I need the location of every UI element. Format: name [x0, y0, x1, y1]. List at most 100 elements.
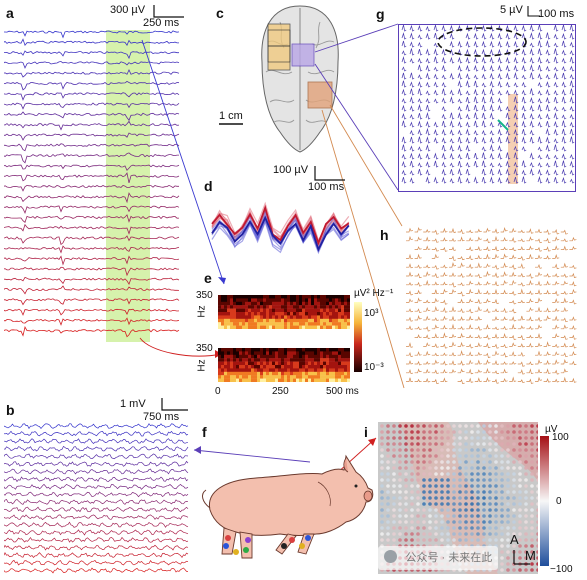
panel-g-label: g [376, 6, 385, 22]
panel-e-colorbar-top: 10³ [364, 308, 379, 319]
panel-d-average-traces [211, 201, 350, 255]
panel-a-trace [4, 285, 180, 295]
panel-e-colorbar-label: µV² Hz⁻¹ [354, 288, 394, 299]
panel-a-trace [4, 184, 179, 192]
panel-b-trace [4, 498, 189, 505]
panel-b-trace [4, 514, 189, 521]
panel-g-scale-time: 100 ms [538, 8, 575, 20]
panel-e-ylabel-1: Hz [196, 305, 208, 318]
panel-b-trace [4, 536, 189, 543]
panel-b-trace [4, 445, 189, 452]
panel-e-ylabel-2: Hz [196, 359, 208, 372]
panel-b-trace [4, 460, 189, 467]
panel-e-ytick-top-2: 350 [196, 343, 213, 354]
panel-a-scale-time: 250 ms [143, 17, 180, 29]
panel-b-trace [4, 430, 189, 437]
panel-a-trace [4, 255, 180, 266]
wechat-icon [384, 550, 397, 564]
panel-i-orientation-a: A [510, 532, 519, 547]
panel-f-label: f [202, 424, 207, 440]
panel-e-xtick-1: 250 [272, 386, 289, 397]
panel-a-scale-voltage: 300 µV [110, 4, 146, 16]
panel-b-trace [4, 483, 189, 490]
panel-a-trace [4, 223, 180, 235]
panel-h-label: h [380, 227, 389, 243]
pig-illustration [202, 454, 374, 559]
panel-a-trace [4, 69, 180, 78]
panel-a-trace [4, 172, 180, 184]
panel-a-label: a [6, 5, 14, 21]
panel-e-ytick-top-1: 350 [196, 290, 213, 301]
panel-b-scale-voltage: 1 mV [120, 398, 146, 410]
panel-g-electrode-grid [398, 24, 576, 192]
panel-a-trace [4, 111, 180, 122]
panel-a-trace [4, 317, 180, 326]
panel-b-trace [4, 544, 189, 551]
panel-d-label: d [204, 178, 213, 194]
panel-i-label: i [364, 424, 368, 440]
panel-c-scalebar [219, 123, 243, 125]
panel-b-label: b [6, 402, 15, 418]
panel-e-label: e [204, 270, 212, 286]
panel-i-colorbar-mid: 0 [556, 496, 562, 507]
panel-b-trace [4, 453, 189, 460]
watermark-text: 公众号 · 未来在此 [405, 551, 493, 564]
panel-e-spectrogram-2 [218, 348, 350, 382]
panel-g-scalebar [527, 6, 540, 17]
panel-a-trace [4, 92, 180, 101]
panel-d-scalebar [314, 166, 345, 181]
panel-a-traces [4, 30, 180, 338]
panel-a-trace [4, 266, 179, 277]
panel-e-colorbar [354, 302, 362, 372]
panel-i-orientation-arrows [513, 550, 530, 565]
panel-a-trace [4, 50, 179, 60]
panel-i-colorbar-label: µV [545, 424, 558, 435]
panel-i-colorbar-top: 100 [552, 432, 569, 443]
watermark: 公众号 · 未来在此 [378, 546, 499, 570]
panel-d-scale-time: 100 ms [308, 181, 345, 193]
panel-b-trace [4, 521, 189, 528]
panel-a-trace [4, 235, 180, 246]
panel-b-trace [4, 468, 189, 475]
panel-a-trace [4, 80, 180, 91]
panel-b-traces [4, 423, 189, 574]
panel-a-trace [4, 245, 180, 254]
panel-d-trace [211, 215, 350, 252]
panel-b-trace [4, 567, 188, 574]
panel-a-trace [4, 120, 180, 131]
panel-c-scale-label: 1 cm [219, 110, 243, 122]
panel-b-trace [4, 529, 189, 536]
panel-e-xtick-2: 500 ms [326, 386, 359, 397]
panel-a-trace [4, 164, 180, 172]
panel-d-scale-voltage: 100 µV [273, 164, 309, 176]
panel-b-trace [4, 552, 189, 559]
panel-a-trace [4, 298, 180, 306]
panel-a-trace [4, 192, 180, 204]
panel-e-xtick-0: 0 [215, 386, 221, 397]
panel-a-trace [4, 38, 179, 47]
brain-illustration [261, 5, 339, 153]
panel-b-trace [4, 559, 189, 566]
panel-a-trace [4, 308, 180, 316]
panel-a-trace [4, 276, 180, 286]
panel-e-spectrogram-1 [218, 295, 350, 329]
panel-a-trace [4, 132, 180, 141]
panel-a-trace [4, 214, 180, 223]
panel-b-trace [4, 506, 189, 513]
panel-a-trace [4, 326, 180, 338]
panel-b-trace [4, 476, 189, 483]
panel-b-scalebar [161, 398, 188, 411]
panel-a-trace [4, 152, 179, 164]
panel-e-colorbar-bottom: 10⁻³ [364, 362, 384, 373]
panel-b-trace [4, 438, 188, 444]
panel-a-trace [4, 102, 180, 110]
panel-b-trace [4, 423, 189, 430]
panel-c-label: c [216, 5, 224, 21]
panel-a-scalebar [153, 5, 184, 18]
panel-h-electrode-grid [406, 226, 577, 385]
panel-i-orientation-m: M [525, 548, 536, 563]
panel-d-trace [211, 204, 350, 246]
panel-i-colorbar-bottom: −100 [550, 564, 573, 575]
panel-b-trace [4, 491, 189, 498]
